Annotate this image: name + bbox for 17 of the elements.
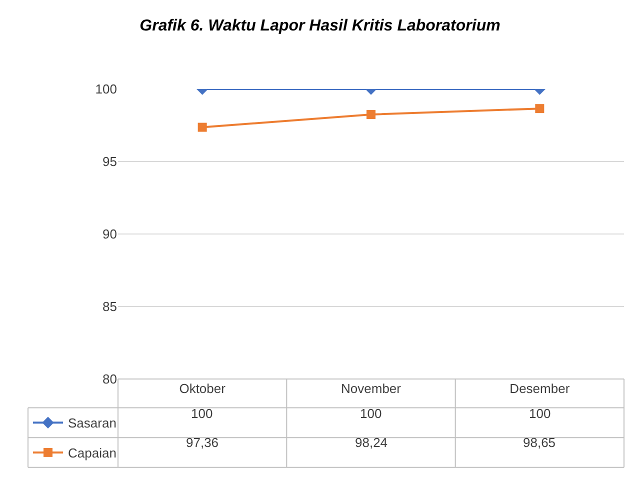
- legend-label: Capaian: [68, 446, 116, 461]
- x-tick-label: November: [341, 381, 402, 396]
- data-label: 98,65: [523, 435, 556, 450]
- data-label: 100: [191, 406, 213, 421]
- data-label: 100: [360, 406, 382, 421]
- y-tick-label: 80: [102, 372, 117, 387]
- chart-title: Grafik 6. Waktu Lapor Hasil Kritis Laboratorium: [140, 18, 500, 35]
- data-label: 98,24: [355, 435, 388, 450]
- y-tick-label: 85: [102, 299, 117, 314]
- x-tick-label: Oktober: [179, 381, 226, 396]
- legend-label: Sasaran: [68, 416, 116, 431]
- data-label: 100: [529, 406, 551, 421]
- x-tick-label: Desember: [510, 381, 570, 396]
- y-tick-label: 95: [102, 154, 117, 170]
- y-tick-label: 90: [102, 226, 117, 242]
- y-tick-label: 100: [95, 82, 117, 97]
- data-label: 97,36: [186, 435, 219, 450]
